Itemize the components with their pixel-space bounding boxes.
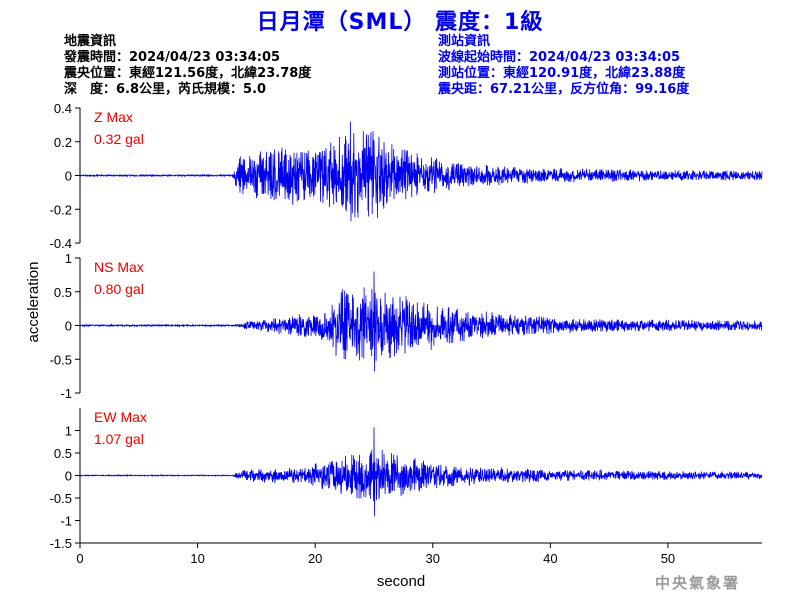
max-value-ns: 0.80 gal [94,281,144,297]
y-tick-label: 0 [65,319,72,334]
agency-watermark: 中央氣象署 [655,574,741,592]
y-tick-label: -1.5 [50,536,72,551]
y-tick-label: -0.5 [50,491,72,506]
x-tick-label: 50 [661,551,675,566]
y-tick-label: 1 [65,251,72,266]
x-tick-label: 20 [308,551,322,566]
station-location: 測站位置：東經120.91度，北緯23.88度 [438,66,686,81]
y-tick-label: -1 [60,514,72,529]
max-label-ns: NS Max [94,259,144,275]
y-tick-label: 0 [65,469,72,484]
max-value-z: 0.32 gal [94,131,144,147]
y-tick-label: 1 [65,424,72,439]
x-tick-label: 40 [543,551,557,566]
waveform-trace-ew [79,427,763,517]
x-tick-label: 30 [426,551,440,566]
max-label-ew: EW Max [94,409,147,425]
y-tick-label: -0.2 [50,202,72,217]
y-tick-label: -0.4 [50,236,72,251]
y-tick-label: 0.4 [54,101,72,116]
earthquake-info: 地震資訊 發震時間：2024/04/23 03:34:05 震央位置：東經121… [64,34,311,98]
x-tick-label: 10 [190,551,204,566]
origin-time: 發震時間：2024/04/23 03:34:05 [64,50,281,65]
earthquake-info-heading: 地震資訊 [64,34,117,49]
waveform-trace-z [79,121,763,222]
epicentral-distance: 震央距：67.21公里，反方位角：99.16度 [438,82,690,97]
y-tick-label: 0.5 [54,446,72,461]
y-tick-label: 0.2 [54,135,72,150]
y-tick-label: -1 [60,386,72,401]
waveform-start-time: 波線起始時間：2024/04/23 03:34:05 [438,50,681,65]
station-info: 測站資訊 波線起始時間：2024/04/23 03:34:05 測站位置：東經1… [438,34,689,98]
y-tick-label: 0 [65,169,72,184]
x-tick-label: 0 [76,551,83,566]
y-tick-label: 0.5 [54,285,72,300]
x-axis-title: second [377,573,425,590]
y-tick-label: -0.5 [50,352,72,367]
max-value-ew: 1.07 gal [94,431,144,447]
max-label-z: Z Max [94,109,133,125]
waveform-trace-ns [79,271,763,372]
depth-magnitude: 深 度：6.8公里，芮氏規模：5.0 [64,82,267,97]
y-axis-title: acceleration [25,262,42,343]
epicenter-location: 震央位置：東經121.56度，北緯23.78度 [64,66,312,81]
chart-title: 日月潭（SML） 震度：1級 [256,10,544,35]
station-info-heading: 測站資訊 [438,34,491,49]
